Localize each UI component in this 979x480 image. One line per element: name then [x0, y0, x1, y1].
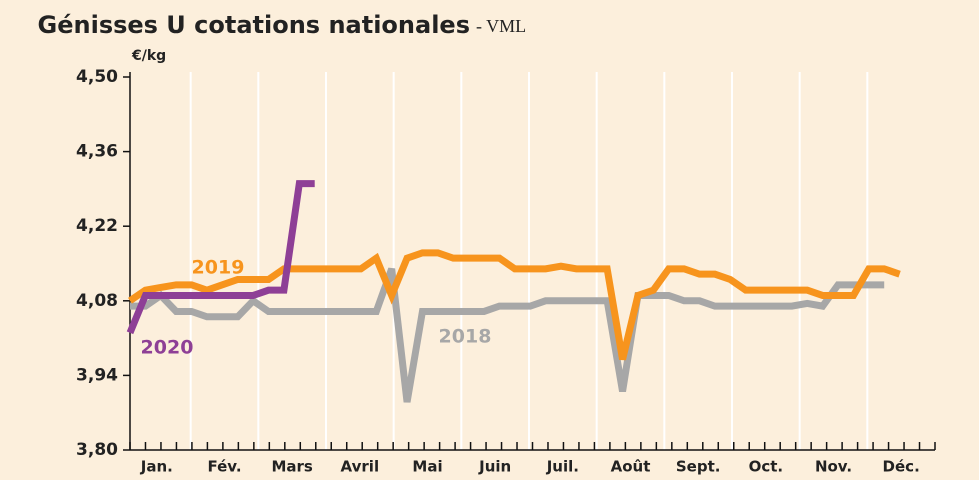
chart-title: Génisses U cotations nationales — [38, 11, 470, 39]
y-tick-label: 3,80 — [76, 440, 118, 460]
y-tick-label: 3,94 — [76, 365, 118, 385]
x-tick-label: Sept. — [676, 458, 721, 476]
x-tick-label: Juin — [478, 458, 511, 476]
x-tick-label: Jan. — [140, 458, 173, 476]
series-line — [128, 249, 901, 361]
series-label: 2018 — [439, 326, 492, 348]
x-tick-label: Juil. — [546, 458, 579, 476]
y-axis-label: €/kg — [131, 48, 166, 64]
x-tick-label: Déc. — [883, 458, 920, 476]
series-line — [126, 180, 315, 335]
x-tick-label: Oct. — [749, 458, 784, 476]
y-tick-label: 4,08 — [76, 291, 118, 311]
chart-subtitle: - VML — [476, 16, 526, 36]
series-label: 2020 — [141, 337, 194, 359]
x-tick-label: Mai — [412, 458, 442, 476]
x-tick-label: Mars — [271, 458, 312, 476]
x-tick-label: Nov. — [815, 458, 852, 476]
y-tick-label: 4,36 — [76, 142, 118, 162]
x-tick-label: Avril — [341, 458, 380, 476]
x-tick-label: Fév. — [207, 458, 241, 476]
series-label: 2019 — [192, 257, 245, 279]
series-line — [130, 267, 885, 403]
y-tick-label: 4,22 — [76, 216, 118, 236]
y-tick-label: 4,50 — [76, 67, 118, 87]
x-tick-label: Août — [611, 458, 651, 476]
